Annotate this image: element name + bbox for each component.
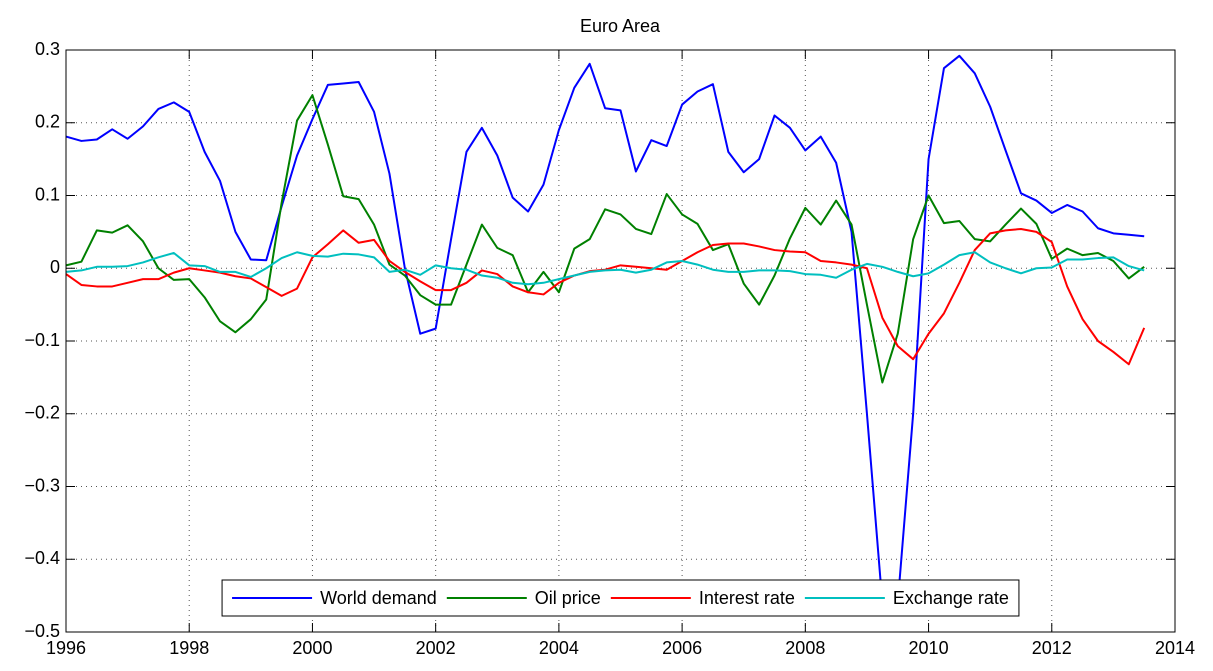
x-tick-label: 2014 <box>1155 638 1195 658</box>
y-tick-label: 0.1 <box>35 184 60 204</box>
x-tick-label: 2010 <box>909 638 949 658</box>
legend-label: Interest rate <box>699 588 795 608</box>
y-tick-label: −0.3 <box>24 475 60 495</box>
legend-label: Oil price <box>535 588 601 608</box>
x-tick-label: 2012 <box>1032 638 1072 658</box>
x-tick-label: 2006 <box>662 638 702 658</box>
y-tick-label: −0.1 <box>24 330 60 350</box>
data-line <box>65 94 1145 384</box>
y-tick-label: 0.3 <box>35 39 60 59</box>
x-tick-label: 2008 <box>785 638 825 658</box>
x-tick-label: 1996 <box>46 638 86 658</box>
legend: World demand Oil price Interest rate Exchan… <box>221 579 1020 617</box>
legend-label: World demand <box>320 588 437 608</box>
y-tick-label: −0.5 <box>24 621 60 641</box>
x-tick-label: 2002 <box>416 638 456 658</box>
data-line <box>65 251 1145 286</box>
chart-title: Euro Area <box>580 16 661 36</box>
x-tick-label: 2004 <box>539 638 579 658</box>
x-tick-label: 2000 <box>292 638 332 658</box>
legend-label: Exchange rate <box>893 588 1009 608</box>
y-tick-label: −0.2 <box>24 403 60 423</box>
y-tick-label: 0.2 <box>35 112 60 132</box>
y-tick-label: 0 <box>50 257 60 277</box>
plot-frame <box>65 49 1176 633</box>
y-tick-label: −0.4 <box>24 548 60 568</box>
data-line <box>65 54 1145 604</box>
x-tick-label: 1998 <box>169 638 209 658</box>
